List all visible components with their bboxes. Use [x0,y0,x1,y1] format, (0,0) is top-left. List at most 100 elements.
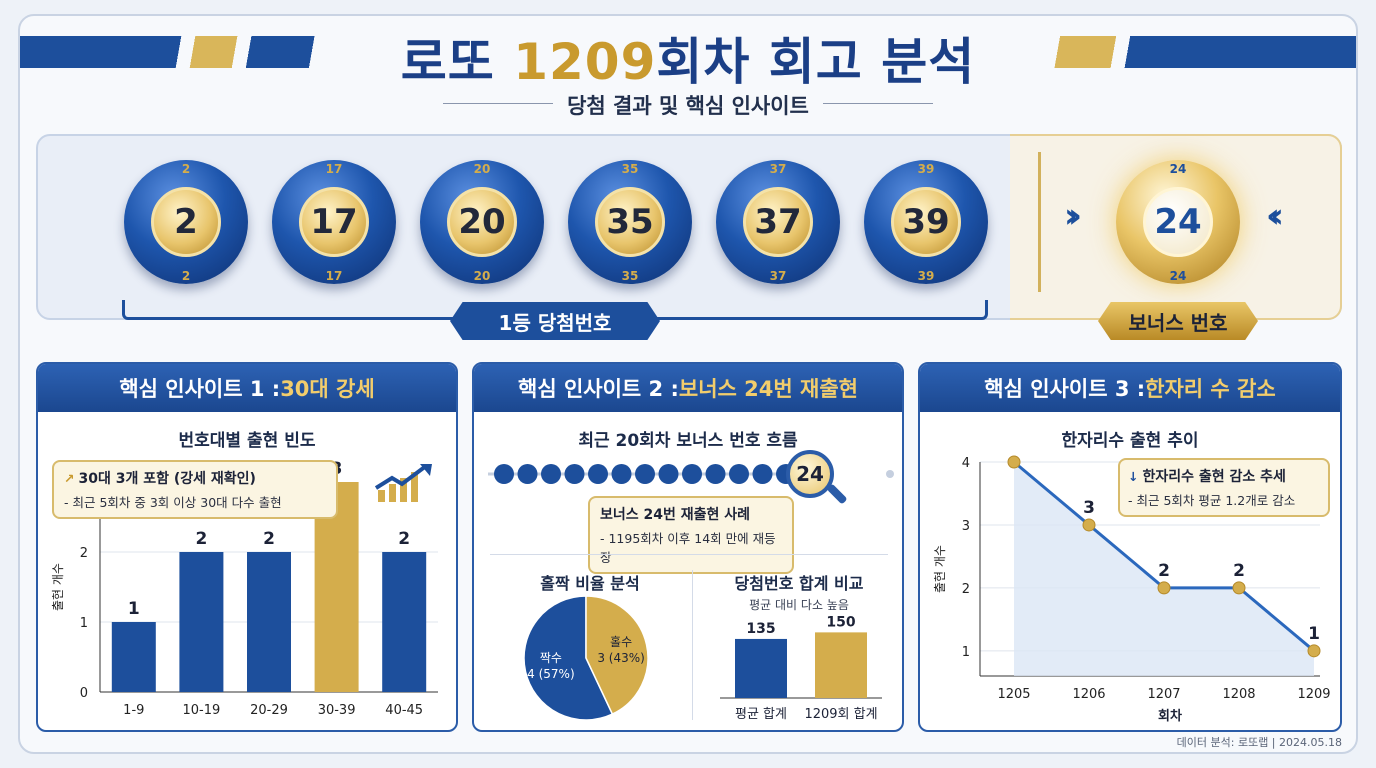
x-tick-label: 30-39 [318,703,356,718]
data-point [1307,644,1321,658]
x-tick-label: 1205 [997,687,1030,702]
flow-ball [564,464,585,484]
single-digit-trend-chart: 1 2 3 4 출현 개수 1205 3 1206 2 1207 2 1208 1 1209 회차 [933,455,1331,724]
insight-1-callout: ↗ 30대 3개 포함 (강세 재확인) - 최근 5회차 중 3회 이상 30… [52,460,338,519]
flow-ball [517,464,538,484]
data-point [1007,455,1021,469]
y-tick-label: 1 [80,616,88,631]
chevron-left-icon: ‹‹ [1266,196,1284,236]
flow-ball [752,464,773,484]
insight-1-header: 핵심 인사이트 1 : 30대 강세 [38,364,456,412]
pie-slice [585,595,649,716]
pie-value-label: 4 (57%) [527,667,574,681]
single-digit-chart-title: 한자리수 출현 추이 [1061,431,1199,451]
flow-ball [635,464,655,484]
growth-chart-icon [374,464,432,502]
insight-panel-1: 핵심 인사이트 1 : 30대 강세 번호대별 출현 빈도 0 1 2 출현 개수 1 1… [36,362,458,732]
insight-2-callout: 보너스 24번 재출현 사례 - 1195회차 이후 14회 만에 재등장 [588,496,794,574]
bar-value-label: 2 [195,529,207,549]
y-tick-label: 4 [962,456,970,471]
insight-3-callout: ↓ 한자리수 출현 감소 추세 - 최근 5회차 평균 1.2개로 감소 [1118,458,1330,517]
data-point [1157,581,1171,595]
page-title: 로또 1209회차 회고 분석 [400,33,976,91]
x-tick-label: 20-29 [250,703,288,718]
flow-ball [705,464,726,484]
bar-value-label: 135 [746,621,775,637]
y-axis-title: 출현 개수 [933,545,947,593]
bonus-flow-title: 최근 20회차 보너스 번호 흐름 [578,431,798,451]
bar-value-label: 1 [128,599,140,619]
x-tick-label: 1209회 합계 [804,707,877,722]
winning-ball-2: 17 17 17 [272,160,396,284]
x-tick-label: 1207 [1147,687,1180,702]
winning-ball-3: 20 20 20 [420,160,544,284]
flow-ball [658,464,679,484]
winning-ball-6: 39 39 39 [864,160,988,284]
insight-panel-3: 핵심 인사이트 3 : 한자리 수 감소 한자리수 출현 추이 1 2 3 4 출현 개… [918,362,1342,732]
title-round-number: 1209 [513,33,657,91]
x-tick-label: 평균 합계 [735,707,787,722]
odd-even-pie-chart: 짝수 4 (57%) 홀수 3 (43%) [523,595,649,721]
bonus-number-label: 보너스 번호 [1098,302,1258,340]
insight-2-header: 핵심 인사이트 2 : 보너스 24번 재출현 [474,364,902,412]
section-divider [490,554,888,555]
point-value-label: 2 [1233,561,1245,581]
bonus-divider [1038,152,1041,292]
x-tick-label: 10-19 [183,703,221,718]
flow-ball [729,464,749,484]
bar [815,632,867,698]
y-tick-label: 0 [80,686,88,701]
winning-ball-1: 2 2 2 [124,160,248,284]
pie-slice [523,595,614,721]
bonus-flow-highlight-ball: 24 [786,450,834,498]
y-tick-label: 2 [80,546,88,561]
y-tick-label: 3 [962,519,970,534]
x-tick-label: 1-9 [123,703,144,718]
bar-value-label: 2 [263,529,275,549]
pie-value-label: 3 (43%) [597,651,644,665]
sum-compare-subtitle: 평균 대비 다소 높음 [749,598,849,612]
x-tick-label: 40-45 [385,703,423,718]
flow-ball [588,464,608,484]
header-stripe-left [20,36,365,68]
bar-value-label: 2 [398,529,410,549]
flow-ball [611,464,632,484]
y-axis-title: 출현 개수 [51,563,65,611]
sum-compare-chart: 135 평균 합계 150 1209회 합계 [720,614,882,722]
data-point [1232,581,1246,595]
pie-label: 짝수 [540,651,562,665]
winning-ball-5: 37 37 37 [716,160,840,284]
section-divider-vertical [692,570,693,720]
data-point [1082,518,1096,532]
bar [735,638,787,698]
y-tick-label: 1 [962,645,970,660]
band-frequency-chart-title: 번호대별 출현 빈도 [178,431,316,451]
sum-compare-title: 당첨번호 합계 비교 [734,574,864,593]
flow-ball [541,464,561,484]
bar [111,622,156,692]
footer-credit: 데이터 분석: 로또랩 | 2024.05.18 [1176,736,1342,749]
flow-ball [494,464,514,484]
insight-3-header: 핵심 인사이트 3 : 한자리 수 감소 [920,364,1340,412]
x-tick-label: 1208 [1222,687,1255,702]
winning-ball-4: 35 35 35 [568,160,692,284]
flow-ball [682,464,702,484]
insight-panel-2: 핵심 인사이트 2 : 보너스 24번 재출현 최근 20회차 보너스 번호 흐… [472,362,904,732]
y-tick-label: 2 [962,582,970,597]
bar [382,552,427,692]
flow-track-end [886,470,894,478]
point-value-label: 2 [1158,561,1170,581]
trend-up-arrow-icon: ↗ [64,471,75,486]
x-tick-label: 1209 [1297,687,1330,702]
x-tick-label: 1206 [1072,687,1105,702]
point-value-label: 1 [1308,624,1320,644]
bar [247,552,291,692]
bar-value-label: 150 [826,614,855,630]
point-value-label: 3 [1083,498,1095,518]
area-fill [1014,462,1314,676]
bonus-ball: 24 24 24 [1116,160,1240,284]
x-axis-title: 회차 [1158,708,1182,724]
bar [179,552,224,692]
chevron-right-icon: ›› [1064,196,1082,236]
